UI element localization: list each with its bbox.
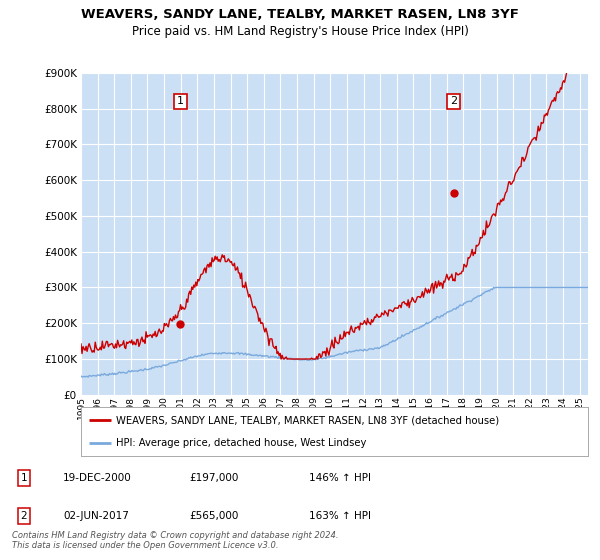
Text: £565,000: £565,000 xyxy=(189,511,238,521)
Text: Contains HM Land Registry data © Crown copyright and database right 2024.
This d: Contains HM Land Registry data © Crown c… xyxy=(12,530,338,550)
Text: 2: 2 xyxy=(450,96,457,106)
Text: 1: 1 xyxy=(177,96,184,106)
Text: 2: 2 xyxy=(20,511,28,521)
Text: 02-JUN-2017: 02-JUN-2017 xyxy=(63,511,129,521)
Text: 1: 1 xyxy=(20,473,28,483)
Text: WEAVERS, SANDY LANE, TEALBY, MARKET RASEN, LN8 3YF: WEAVERS, SANDY LANE, TEALBY, MARKET RASE… xyxy=(81,8,519,21)
Text: 163% ↑ HPI: 163% ↑ HPI xyxy=(309,511,371,521)
Text: WEAVERS, SANDY LANE, TEALBY, MARKET RASEN, LN8 3YF (detached house): WEAVERS, SANDY LANE, TEALBY, MARKET RASE… xyxy=(116,416,500,426)
Text: 146% ↑ HPI: 146% ↑ HPI xyxy=(309,473,371,483)
Text: £197,000: £197,000 xyxy=(189,473,238,483)
Text: 19-DEC-2000: 19-DEC-2000 xyxy=(63,473,132,483)
Text: Price paid vs. HM Land Registry's House Price Index (HPI): Price paid vs. HM Land Registry's House … xyxy=(131,25,469,38)
Text: HPI: Average price, detached house, West Lindsey: HPI: Average price, detached house, West… xyxy=(116,438,367,448)
